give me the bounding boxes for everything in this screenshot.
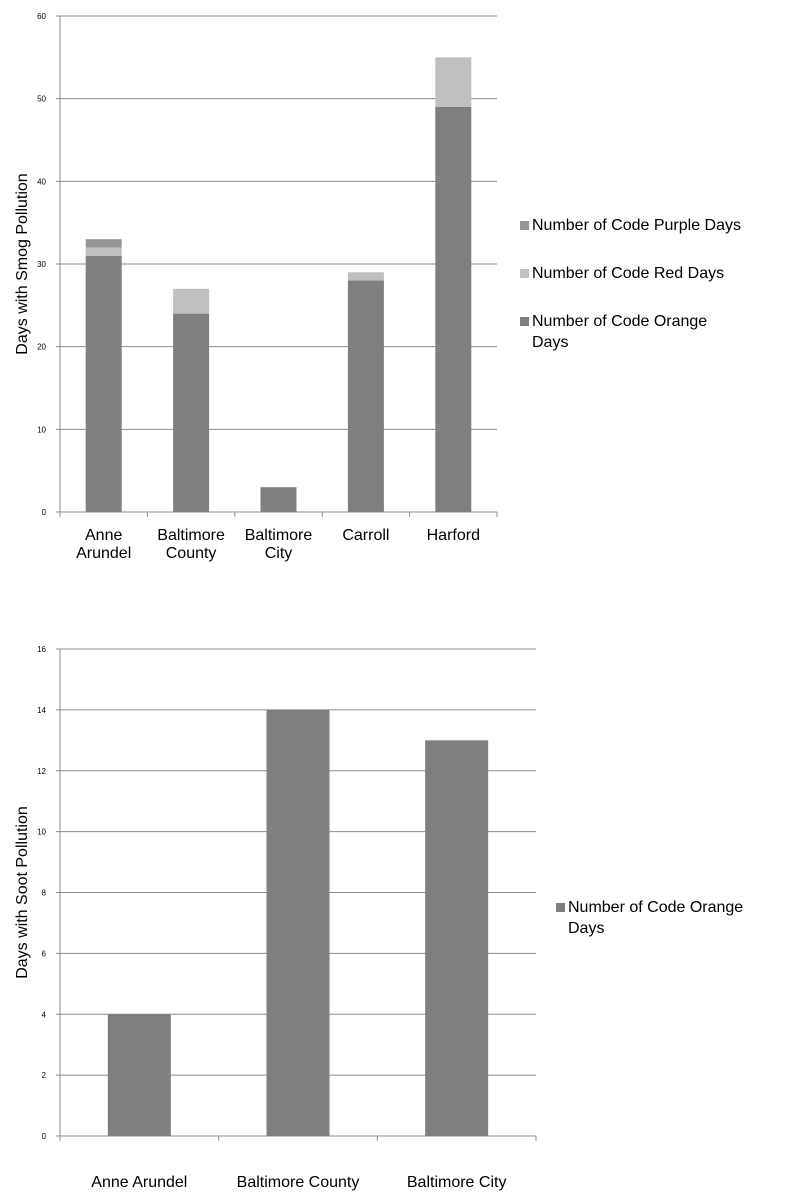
soot-pollution-chart: 0 2 4 6 8 10 12 14 16 Anne Arundel Baltimore Count… [14, 645, 743, 1191]
y-tick-label: 4 [42, 1010, 47, 1019]
bar [425, 740, 489, 1136]
bar [85, 239, 122, 248]
bar [173, 313, 210, 512]
bar [173, 288, 210, 314]
legend-label: Days [532, 334, 568, 351]
y-tick-label: 12 [37, 767, 46, 776]
y-tick-label: 2 [42, 1071, 47, 1080]
x-tick-label: Baltimore City [407, 1174, 507, 1191]
x-tick-label: Baltimore [245, 527, 313, 544]
x-tick-label: County [166, 545, 217, 562]
legend-swatch [520, 221, 529, 230]
y-axis-title: Days with Soot Pollution [14, 806, 31, 979]
legend-label: Number of Code Red Days [532, 265, 724, 282]
legend-label: Number of Code Purple Days [532, 217, 741, 234]
y-tick-label: 10 [37, 828, 46, 837]
y-tick-label: 6 [42, 949, 47, 958]
y-tick-label: 20 [37, 343, 46, 352]
y-tick-label: 50 [37, 95, 46, 104]
bar [347, 280, 384, 512]
legend-label: Number of Code Orange [568, 899, 743, 916]
y-tick-label: 16 [37, 645, 46, 654]
y-axis-title: Days with Smog Pollution [14, 173, 31, 354]
y-tick-label: 0 [42, 1132, 47, 1141]
bar [85, 247, 122, 256]
bar [107, 1014, 171, 1136]
x-tick-label: Carroll [342, 527, 389, 544]
x-tick-label: City [265, 545, 293, 562]
smog-pollution-chart: 0102030405060AnneArundelBaltimoreCountyB… [14, 12, 741, 562]
bar [266, 709, 330, 1136]
y-tick-label: 14 [37, 706, 46, 715]
bar [260, 487, 297, 512]
x-tick-label: Arundel [76, 545, 131, 562]
x-tick-label: Baltimore [157, 527, 225, 544]
y-tick-label: 30 [37, 260, 46, 269]
x-tick-label: Anne Arundel [91, 1174, 187, 1191]
bar [435, 106, 472, 512]
x-tick-label: Harford [427, 527, 480, 544]
y-tick-label: 40 [37, 177, 46, 186]
y-tick-label: 10 [37, 425, 46, 434]
x-tick-label: Baltimore County [237, 1174, 360, 1191]
bar [85, 255, 122, 512]
bar [435, 57, 472, 107]
y-tick-label: 60 [37, 12, 46, 21]
legend-swatch [520, 269, 529, 278]
y-tick-label: 0 [42, 508, 47, 517]
y-tick-label: 8 [42, 889, 47, 898]
legend-label: Days [568, 920, 604, 937]
x-tick-label: Anne [85, 527, 122, 544]
legend-swatch [556, 903, 565, 912]
bar [347, 272, 384, 281]
legend-label: Number of Code Orange [532, 313, 707, 330]
legend-swatch [520, 317, 529, 326]
